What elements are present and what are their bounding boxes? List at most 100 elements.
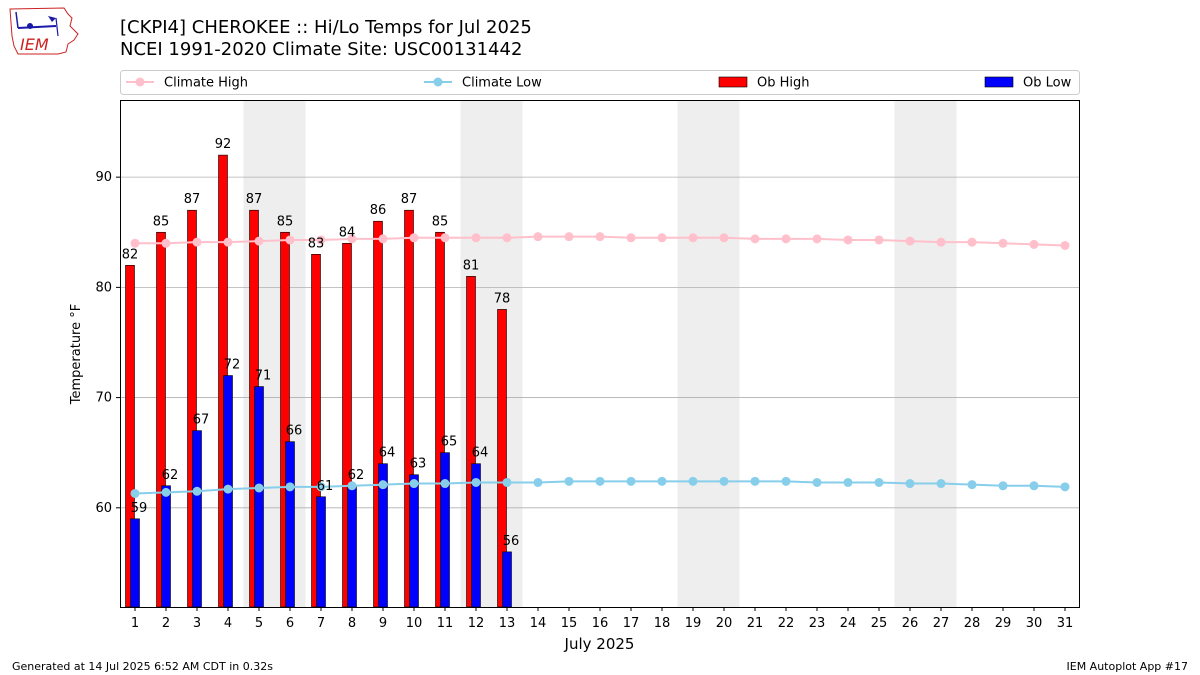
ob-high-label: 85 <box>153 214 170 229</box>
ob-low-label: 71 <box>255 369 272 384</box>
climate-high-point <box>936 237 946 247</box>
climate-lines <box>130 232 1070 498</box>
y-tick-label: 70 <box>95 391 112 406</box>
climate-low-point <box>1060 482 1070 492</box>
climate-low-point <box>254 483 264 493</box>
ob-low-bar <box>409 474 419 608</box>
x-tick-label: 16 <box>592 616 609 631</box>
climate-high-point <box>409 233 419 243</box>
ob-high-label: 85 <box>277 214 294 229</box>
climate-low-point <box>409 479 419 489</box>
ob-low-label: 62 <box>348 468 365 483</box>
climate-high-point <box>905 236 915 246</box>
ob-high-label: 84 <box>339 225 356 240</box>
ob-low-bar <box>192 430 202 608</box>
climate-high-point <box>1060 240 1070 250</box>
climate-low-point <box>533 477 543 487</box>
x-tick-label: 25 <box>871 616 888 631</box>
climate-low-point <box>564 476 574 486</box>
climate-high-point <box>812 234 822 244</box>
ob-low-label: 64 <box>379 446 396 461</box>
x-tick-label: 28 <box>964 616 981 631</box>
climate-low-point <box>192 486 202 496</box>
x-tick-label: 13 <box>499 616 516 631</box>
iem-logo-text: IEM <box>20 35 49 54</box>
climate-high-point <box>161 238 171 248</box>
climate-high-point <box>502 233 512 243</box>
climate-low-point <box>285 482 295 492</box>
climate-low-point <box>223 484 233 494</box>
y-tick-label: 60 <box>95 501 112 516</box>
climate-high-point <box>781 234 791 244</box>
ob-high-label: 82 <box>122 247 139 262</box>
x-tick-label: 3 <box>193 616 201 631</box>
x-tick-label: 31 <box>1057 616 1074 631</box>
climate-low-point <box>378 480 388 490</box>
x-tick-label: 6 <box>286 616 294 631</box>
climate-high-point <box>533 232 543 242</box>
x-tick-label: 18 <box>654 616 671 631</box>
legend-ob-high-swatch <box>718 76 748 88</box>
generated-footer: Generated at 14 Jul 2025 6:52 AM CDT in … <box>12 660 273 673</box>
climate-high-point <box>285 235 295 245</box>
legend-ob-high-label: Ob High <box>757 76 810 91</box>
climate-low-point <box>130 488 140 498</box>
x-tick-label: 11 <box>437 616 454 631</box>
climate-high-point <box>347 234 357 244</box>
climate-low-point <box>316 482 326 492</box>
climate-low-point <box>936 479 946 489</box>
x-tick-label: 17 <box>623 616 640 631</box>
legend-climate-high-label: Climate High <box>164 76 248 91</box>
x-tick-label: 4 <box>224 616 232 631</box>
ob-low-bar <box>316 496 326 608</box>
ob-low-bar <box>502 551 512 608</box>
ob-high-label: 87 <box>184 192 201 207</box>
x-axis-label: July 2025 <box>564 635 635 653</box>
ob-low-label: 72 <box>224 358 241 373</box>
legend: Climate High Climate Low Ob High Ob Low <box>120 70 1080 95</box>
x-tick-label: 27 <box>933 616 950 631</box>
ob-low-label: 59 <box>131 501 148 516</box>
legend-box <box>120 70 1080 95</box>
climate-high-point <box>719 233 729 243</box>
x-tick-label: 9 <box>379 616 387 631</box>
legend-climate-low-marker <box>433 77 443 87</box>
climate-high-point <box>843 235 853 245</box>
climate-high-point <box>192 237 202 247</box>
ob-low-bar <box>285 441 295 608</box>
climate-high-point <box>223 237 233 247</box>
climate-low-point <box>1029 481 1039 491</box>
x-tick-label: 23 <box>809 616 826 631</box>
ob-high-label: 85 <box>432 214 449 229</box>
y-tick-label: 90 <box>95 170 112 185</box>
ob-high-label: 92 <box>215 137 232 152</box>
climate-high-point <box>316 235 326 245</box>
climate-high-point <box>657 233 667 243</box>
ob-high-label: 78 <box>494 291 511 306</box>
climate-high-point <box>595 232 605 242</box>
ob-high-label: 83 <box>308 236 325 251</box>
climate-low-point <box>905 479 915 489</box>
climate-high-point <box>440 233 450 243</box>
climate-high-point <box>130 238 140 248</box>
ob-high-label: 81 <box>463 258 480 273</box>
x-tick-label: 2 <box>162 616 170 631</box>
x-tick-label: 10 <box>406 616 423 631</box>
ob-high-label: 86 <box>370 203 387 218</box>
x-tick-label: 14 <box>530 616 547 631</box>
climate-low-point <box>688 476 698 486</box>
climate-low-point <box>347 481 357 491</box>
ob-high-label: 87 <box>246 192 263 207</box>
climate-low-point <box>781 476 791 486</box>
ob-low-bar <box>440 452 450 608</box>
climate-high-point <box>998 238 1008 248</box>
climate-low-point <box>998 481 1008 491</box>
x-tick-label: 26 <box>902 616 919 631</box>
x-tick-label: 15 <box>561 616 578 631</box>
x-tick-label: 29 <box>995 616 1012 631</box>
x-tick-label: 30 <box>1026 616 1043 631</box>
ob-low-label: 67 <box>193 413 210 428</box>
climate-high-point <box>254 236 264 246</box>
x-tick-label: 24 <box>840 616 857 631</box>
